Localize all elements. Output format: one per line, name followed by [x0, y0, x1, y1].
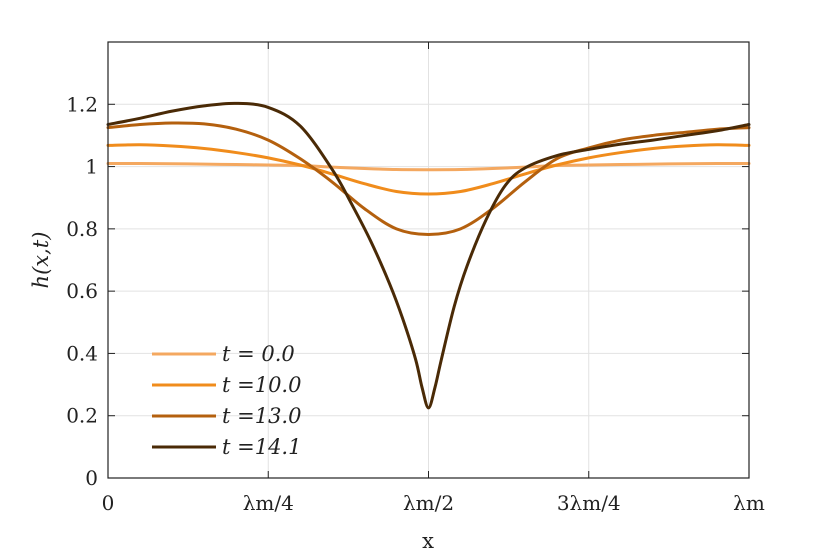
y-tick-labels: 0 0.2 0.4 0.6 0.8 1 1.2	[66, 92, 98, 490]
y-tick-label: 0.6	[66, 279, 98, 303]
y-axis-label: h(x,t)	[29, 232, 53, 289]
series-line-1	[106, 161, 751, 172]
x-tick-label: λm	[733, 491, 765, 515]
series-line-3	[106, 121, 751, 236]
ticks	[107, 42, 750, 479]
y-tick-label: 0	[85, 466, 98, 490]
legend-label-1: t = 0.0	[222, 342, 295, 366]
y-tick-label: 0.4	[66, 341, 98, 365]
x-tick-label: λm/2	[403, 491, 454, 515]
y-tick-label: 1.2	[66, 92, 98, 116]
legend-label-3: t =13.0	[222, 404, 301, 428]
legend: t = 0.0 t =10.0 t =13.0 t =14.1	[152, 342, 301, 459]
x-tick-label: 3λm/4	[557, 491, 621, 515]
y-tick-label: 1	[85, 155, 98, 179]
x-tick-labels: 0 λm/4 λm/2 3λm/4 λm	[102, 491, 765, 515]
legend-label-4: t =14.1	[222, 435, 301, 459]
legend-label-2: t =10.0	[222, 373, 301, 397]
series-line-2	[106, 143, 751, 196]
series-lines	[106, 101, 751, 410]
x-axis-label: x	[422, 529, 434, 553]
x-tick-label: 0	[102, 491, 115, 515]
y-tick-label: 0.2	[66, 404, 98, 428]
x-tick-label: λm/4	[243, 491, 294, 515]
series-line-4	[106, 101, 751, 410]
y-tick-label: 0.8	[66, 217, 98, 241]
